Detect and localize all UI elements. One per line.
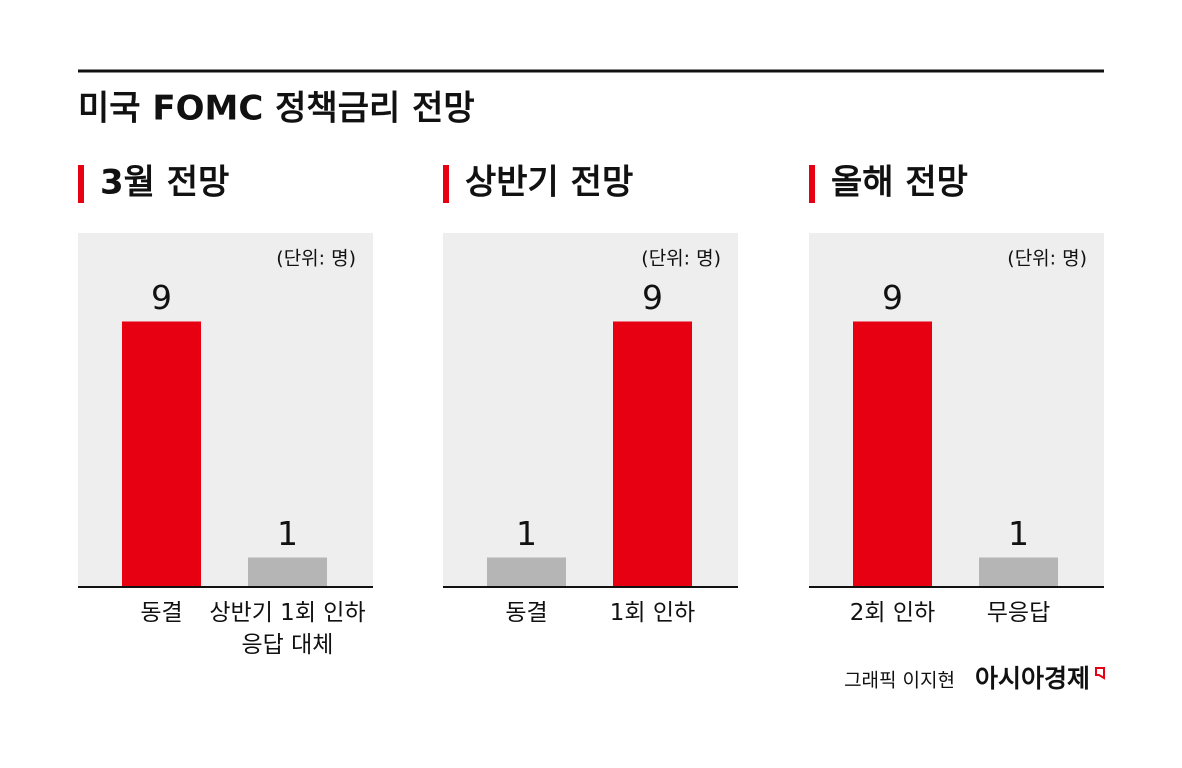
panel-title: 올해 전망 <box>831 163 968 203</box>
value-label: 9 <box>882 278 903 317</box>
category-label: 동결 <box>140 600 183 626</box>
main-title: 미국 FOMC 정책금리 전망 <box>78 89 475 129</box>
title-marker <box>809 165 815 203</box>
unit-label: (단위: 명) <box>641 248 721 270</box>
title-marker <box>443 165 449 203</box>
category-label: 무응답 <box>986 600 1051 626</box>
bar <box>122 321 201 587</box>
category-label: 동결 <box>505 600 548 626</box>
panel-title: 상반기 전망 <box>465 163 633 203</box>
value-label: 1 <box>277 514 298 553</box>
bar <box>853 321 932 587</box>
logo-icon <box>1095 667 1105 680</box>
bar <box>979 557 1058 587</box>
bar <box>248 557 327 587</box>
value-label: 1 <box>1008 514 1029 553</box>
bar <box>487 557 566 587</box>
category-label: 상반기 1회 인하 응답 대체 <box>209 600 366 658</box>
plot-background <box>443 233 738 587</box>
unit-label: (단위: 명) <box>276 248 356 270</box>
value-label: 9 <box>151 278 172 317</box>
bar <box>613 321 692 587</box>
credit: 그래픽 이지현 <box>844 670 955 692</box>
unit-label: (단위: 명) <box>1007 248 1087 270</box>
title-marker <box>78 165 84 203</box>
value-label: 9 <box>642 278 663 317</box>
panel-title: 3월 전망 <box>100 163 229 203</box>
logo: 아시아경제 <box>975 664 1090 693</box>
value-label: 1 <box>516 514 537 553</box>
category-label: 1회 인하 <box>609 600 696 626</box>
category-label: 2회 인하 <box>849 600 936 626</box>
